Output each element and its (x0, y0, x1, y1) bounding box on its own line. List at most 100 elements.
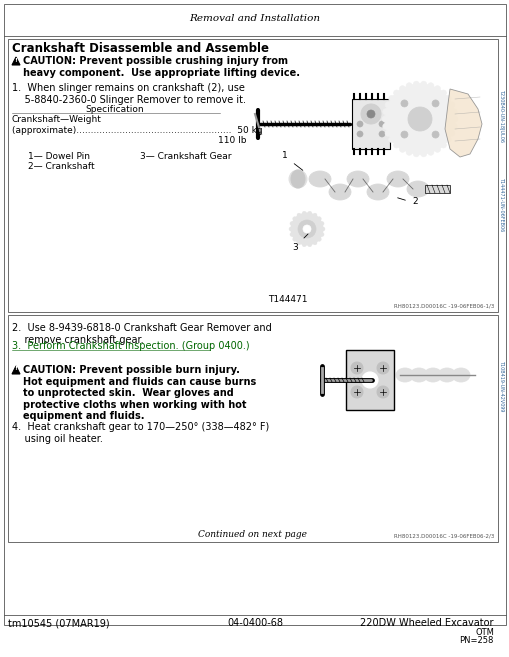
Circle shape (412, 151, 418, 157)
Circle shape (382, 108, 388, 115)
Polygon shape (444, 89, 481, 157)
Circle shape (451, 116, 457, 122)
Circle shape (388, 95, 394, 101)
Text: T10B419-UN-42V099: T10B419-UN-42V099 (498, 360, 503, 411)
Circle shape (292, 237, 296, 241)
Circle shape (290, 233, 293, 237)
Circle shape (440, 142, 445, 148)
Text: 4.  Heat crankshaft gear to 170—250° (338—482° F)
    using oil heater.: 4. Heat crankshaft gear to 170—250° (338… (12, 422, 269, 443)
Text: Continued on next page: Continued on next page (198, 530, 307, 539)
Bar (8, 315, 497, 542)
Circle shape (360, 104, 380, 124)
Circle shape (434, 147, 440, 152)
Circle shape (448, 102, 454, 108)
Text: 2— Crankshaft: 2— Crankshaft (28, 162, 95, 171)
Circle shape (302, 212, 305, 215)
Circle shape (431, 100, 438, 107)
Circle shape (440, 90, 445, 96)
Circle shape (313, 213, 317, 217)
Circle shape (405, 149, 411, 155)
Text: 1.  When slinger remains on crankshaft (2), use
    5-8840-2360-0 Slinger Remove: 1. When slinger remains on crankshaft (2… (12, 83, 245, 104)
Text: Crankshaft Disassemble and Assemble: Crankshaft Disassemble and Assemble (12, 42, 268, 55)
Circle shape (384, 130, 390, 136)
Ellipse shape (308, 171, 330, 187)
Circle shape (434, 85, 440, 92)
Text: tm10545 (07MAR19): tm10545 (07MAR19) (8, 618, 109, 628)
Circle shape (412, 81, 418, 87)
Circle shape (361, 372, 377, 388)
Circle shape (317, 217, 321, 221)
Ellipse shape (395, 368, 413, 382)
Text: (approximate)......................................................  50 kg: (approximate)...........................… (12, 126, 262, 135)
Bar (424, 185, 449, 193)
Text: Crankshaft—Weight: Crankshaft—Weight (12, 115, 102, 124)
Circle shape (313, 241, 317, 245)
Text: RH80123.D00016C -19-06FEB06-1/3: RH80123.D00016C -19-06FEB06-1/3 (393, 303, 493, 308)
Ellipse shape (346, 171, 369, 187)
Ellipse shape (451, 368, 469, 382)
Circle shape (444, 137, 450, 143)
Circle shape (376, 386, 388, 398)
Ellipse shape (409, 368, 427, 382)
Polygon shape (12, 366, 20, 374)
Circle shape (292, 217, 296, 221)
Text: !: ! (15, 367, 17, 371)
Circle shape (399, 147, 405, 152)
Circle shape (317, 237, 321, 241)
Circle shape (376, 362, 388, 374)
Circle shape (400, 100, 407, 107)
Text: 1: 1 (281, 150, 287, 160)
Circle shape (320, 221, 323, 225)
Text: 3— Crankshaft Gear: 3— Crankshaft Gear (140, 152, 231, 161)
Text: CAUTION: Prevent possible crushing injury from
heavy component.  Use appropriate: CAUTION: Prevent possible crushing injur… (23, 56, 299, 78)
Ellipse shape (386, 171, 408, 187)
Ellipse shape (328, 184, 350, 200)
Text: 1— Dowel Pin: 1— Dowel Pin (28, 152, 90, 161)
Polygon shape (12, 57, 20, 65)
Bar (8, 39, 497, 312)
Text: OTM: OTM (474, 628, 493, 637)
Circle shape (350, 386, 362, 398)
Circle shape (289, 170, 306, 188)
Circle shape (350, 362, 362, 374)
Circle shape (420, 81, 426, 87)
Text: 2.  Use 8-9439-6818-0 Crankshaft Gear Remover and
    remove crankshaft gear.: 2. Use 8-9439-6818-0 Crankshaft Gear Rem… (12, 323, 271, 345)
Text: 220DW Wheeled Excavator: 220DW Wheeled Excavator (360, 618, 493, 628)
Text: Removal and Installation: Removal and Installation (189, 14, 320, 23)
Circle shape (302, 242, 305, 247)
Circle shape (381, 116, 387, 122)
Circle shape (431, 131, 438, 138)
Circle shape (366, 110, 374, 118)
Text: 04-0400-68: 04-0400-68 (227, 618, 282, 628)
Circle shape (450, 108, 457, 115)
Circle shape (427, 149, 433, 155)
Circle shape (288, 240, 301, 254)
Circle shape (382, 124, 388, 129)
Circle shape (393, 142, 399, 148)
Circle shape (399, 85, 405, 92)
Text: PN=258: PN=258 (459, 636, 493, 645)
Circle shape (297, 220, 316, 238)
Text: Specification: Specification (86, 105, 144, 114)
Circle shape (320, 227, 324, 231)
Circle shape (388, 137, 394, 143)
Circle shape (378, 121, 384, 127)
Ellipse shape (291, 170, 304, 188)
Circle shape (378, 131, 384, 137)
Text: T144471: T144471 (267, 295, 307, 304)
Circle shape (405, 83, 411, 89)
Circle shape (307, 242, 311, 247)
Circle shape (407, 195, 421, 209)
Circle shape (420, 151, 426, 157)
Text: CAUTION: Prevent possible burn injury.
Hot equipment and fluids can cause burns
: CAUTION: Prevent possible burn injury. H… (23, 365, 256, 421)
Text: 110 lb: 110 lb (217, 136, 246, 145)
Circle shape (320, 233, 323, 237)
Circle shape (277, 148, 292, 162)
Bar (351, 99, 389, 149)
Text: T144471-UN-06FEB06: T144471-UN-06FEB06 (498, 177, 503, 231)
Bar (345, 350, 393, 410)
Ellipse shape (406, 181, 428, 197)
Ellipse shape (437, 368, 455, 382)
Circle shape (289, 227, 293, 231)
Circle shape (427, 83, 433, 89)
